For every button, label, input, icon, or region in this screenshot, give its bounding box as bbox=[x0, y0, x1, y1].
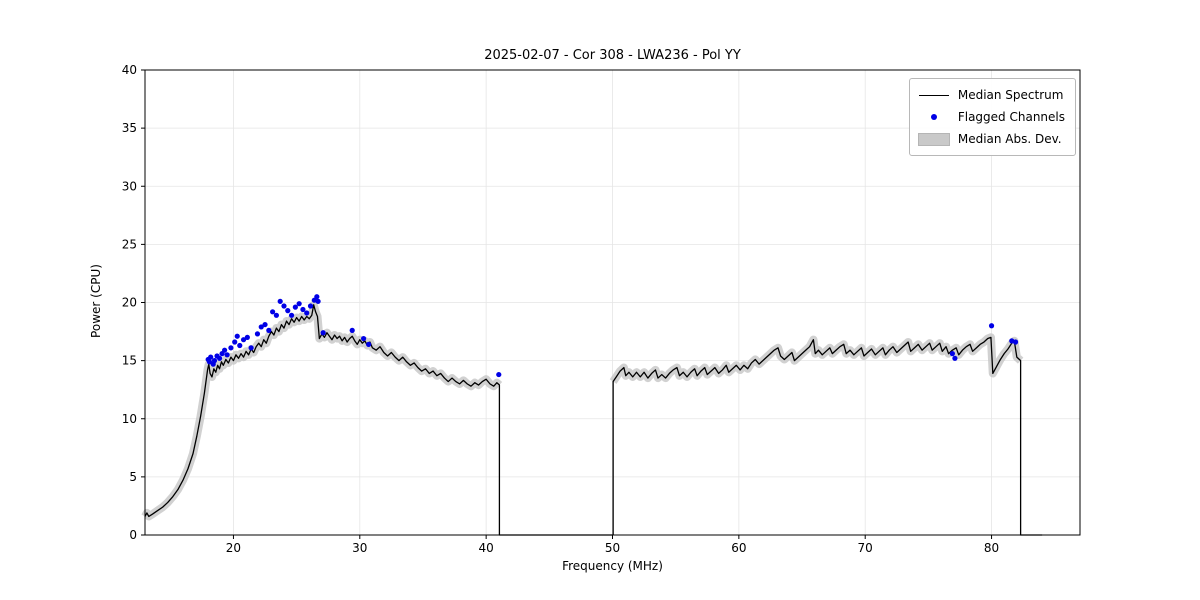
flagged-channel-dot bbox=[304, 310, 310, 316]
flagged-channel-dot bbox=[496, 371, 502, 378]
median-spectrum-line bbox=[612, 336, 1043, 536]
x-tick-label: 30 bbox=[352, 541, 367, 555]
flagged-channel-dot bbox=[224, 352, 230, 358]
x-tick-label: 40 bbox=[479, 541, 494, 555]
median-spectrum-line bbox=[144, 304, 613, 536]
flagged-channel-dot bbox=[988, 323, 995, 329]
mad-band bbox=[609, 333, 1024, 384]
legend-entry-median-spectrum: Median Spectrum bbox=[918, 84, 1065, 106]
y-tick-label: 20 bbox=[122, 296, 137, 310]
legend-label: Median Spectrum bbox=[957, 88, 1064, 102]
legend-label: Median Abs. Dev. bbox=[957, 132, 1062, 146]
mad-band bbox=[141, 300, 503, 521]
flagged-channel-dot bbox=[211, 358, 218, 364]
flagged-channel-dot bbox=[266, 327, 272, 333]
flagged-channel-dot bbox=[314, 294, 320, 300]
flagged-channel-dot bbox=[949, 351, 955, 357]
flagged-channel-dot bbox=[244, 334, 250, 340]
flagged-channel-dot bbox=[208, 354, 214, 360]
y-tick-label: 15 bbox=[122, 354, 137, 368]
flagged-channel-dot bbox=[349, 327, 355, 333]
legend: Median Spectrum Flagged Channels Median … bbox=[908, 78, 1076, 156]
flagged-channel-dot bbox=[206, 359, 213, 365]
flagged-channel-dot bbox=[366, 341, 372, 347]
y-tick-label: 40 bbox=[122, 63, 137, 77]
y-tick-label: 35 bbox=[122, 121, 137, 135]
flagged-channel-dot bbox=[232, 339, 238, 345]
legend-marker-sample bbox=[918, 114, 950, 120]
flagged-channel-dot bbox=[258, 324, 264, 330]
flagged-channel-dot bbox=[248, 345, 254, 351]
legend-entry-median-abs-dev: Median Abs. Dev. bbox=[917, 128, 1065, 150]
legend-entry-flagged-channels: Flagged Channels bbox=[918, 106, 1065, 128]
y-tick-label: 0 bbox=[129, 528, 137, 542]
flagged-channel-dot bbox=[952, 355, 958, 361]
chart-title: 2025-02-07 - Cor 308 - LWA236 - Pol YY bbox=[484, 48, 741, 63]
flagged-channel-dot bbox=[262, 321, 268, 328]
flagged-channel-dot bbox=[320, 330, 326, 336]
flagged-channel-dot bbox=[315, 298, 321, 304]
legend-label: Flagged Channels bbox=[957, 110, 1065, 124]
x-tick-label: 60 bbox=[731, 541, 746, 555]
x-tick-label: 80 bbox=[984, 541, 999, 555]
flagged-channel-dot bbox=[360, 335, 367, 342]
x-tick-label: 20 bbox=[226, 541, 241, 555]
flagged-channel-dot bbox=[288, 312, 295, 318]
flagged-channel-dot bbox=[292, 304, 298, 310]
flagged-channel-dot bbox=[285, 308, 291, 314]
flagged-channel-dot bbox=[228, 345, 234, 351]
flagged-channel-dot bbox=[307, 303, 314, 309]
flagged-channel-dot bbox=[277, 298, 283, 304]
y-tick-label: 30 bbox=[122, 179, 137, 193]
flagged-channel-dot bbox=[270, 309, 276, 315]
legend-line-sample bbox=[918, 94, 950, 96]
y-tick-label: 25 bbox=[122, 237, 137, 251]
x-tick-label: 70 bbox=[858, 541, 873, 555]
x-tick-label: 50 bbox=[605, 541, 620, 555]
flagged-channel-dot bbox=[281, 303, 287, 309]
flagged-channel-dot bbox=[222, 347, 228, 353]
flagged-channel-dot bbox=[240, 337, 247, 343]
flagged-channel-dot bbox=[1012, 339, 1019, 345]
flagged-channel-dot bbox=[254, 331, 261, 337]
flagged-channel-dot bbox=[216, 355, 223, 361]
flagged-channel-dot bbox=[237, 342, 243, 349]
flagged-channel-dot bbox=[273, 312, 280, 318]
legend-band-sample bbox=[917, 132, 950, 146]
flagged-channel-dot bbox=[300, 306, 306, 313]
y-axis-label: Power (CPU) bbox=[89, 264, 103, 338]
y-tick-label: 10 bbox=[122, 412, 137, 426]
flagged-channel-dot bbox=[296, 301, 302, 307]
flagged-channel-dot bbox=[234, 333, 240, 339]
y-tick-label: 5 bbox=[129, 470, 137, 484]
x-axis-label: Frequency (MHz) bbox=[562, 559, 663, 573]
